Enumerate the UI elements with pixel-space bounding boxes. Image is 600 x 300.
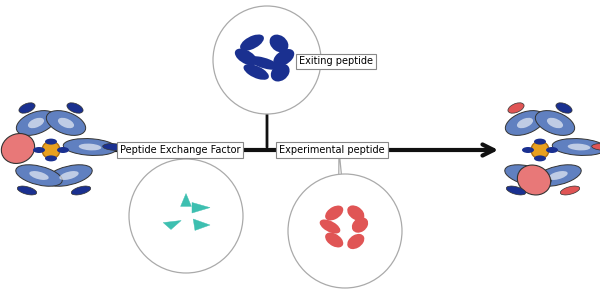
Ellipse shape xyxy=(16,165,62,186)
Ellipse shape xyxy=(235,49,257,65)
Ellipse shape xyxy=(556,103,572,113)
Ellipse shape xyxy=(518,171,538,180)
Ellipse shape xyxy=(71,186,91,195)
Ellipse shape xyxy=(548,171,568,180)
Circle shape xyxy=(534,155,546,161)
Ellipse shape xyxy=(347,234,364,249)
Ellipse shape xyxy=(288,174,402,288)
Circle shape xyxy=(534,139,546,145)
Ellipse shape xyxy=(213,6,321,114)
Polygon shape xyxy=(163,220,181,230)
Ellipse shape xyxy=(547,118,563,128)
Ellipse shape xyxy=(531,141,549,159)
Ellipse shape xyxy=(505,111,545,135)
Ellipse shape xyxy=(67,103,83,113)
Ellipse shape xyxy=(560,186,580,195)
Circle shape xyxy=(33,147,45,153)
Ellipse shape xyxy=(244,64,269,80)
Ellipse shape xyxy=(42,141,60,159)
Ellipse shape xyxy=(1,134,35,164)
Ellipse shape xyxy=(517,165,551,195)
Ellipse shape xyxy=(508,103,524,113)
Ellipse shape xyxy=(63,139,117,155)
Ellipse shape xyxy=(59,171,79,180)
Ellipse shape xyxy=(19,103,35,113)
Polygon shape xyxy=(260,11,274,84)
Ellipse shape xyxy=(592,144,600,150)
Ellipse shape xyxy=(506,186,526,195)
Text: Exiting peptide: Exiting peptide xyxy=(299,56,373,67)
Ellipse shape xyxy=(58,118,74,128)
Polygon shape xyxy=(179,150,193,268)
Polygon shape xyxy=(338,150,352,284)
Ellipse shape xyxy=(46,111,86,135)
Circle shape xyxy=(522,147,534,153)
Circle shape xyxy=(45,139,57,145)
Text: Experimental peptide: Experimental peptide xyxy=(279,145,385,155)
Circle shape xyxy=(546,147,558,153)
Ellipse shape xyxy=(129,159,243,273)
Ellipse shape xyxy=(274,49,294,66)
Ellipse shape xyxy=(240,34,264,51)
Circle shape xyxy=(57,147,69,153)
Text: Peptide Exchange Factor: Peptide Exchange Factor xyxy=(120,145,241,155)
Ellipse shape xyxy=(535,111,575,135)
Ellipse shape xyxy=(46,165,92,186)
Polygon shape xyxy=(193,219,210,230)
Ellipse shape xyxy=(325,232,343,247)
Circle shape xyxy=(45,155,57,161)
Ellipse shape xyxy=(347,206,364,220)
Ellipse shape xyxy=(517,118,533,128)
Ellipse shape xyxy=(103,144,125,150)
Ellipse shape xyxy=(552,139,600,155)
Polygon shape xyxy=(192,202,210,213)
Ellipse shape xyxy=(271,64,290,82)
Ellipse shape xyxy=(325,206,343,220)
Ellipse shape xyxy=(269,34,289,52)
Ellipse shape xyxy=(568,144,590,150)
Ellipse shape xyxy=(249,56,279,70)
Ellipse shape xyxy=(505,165,551,186)
Ellipse shape xyxy=(16,111,56,135)
Ellipse shape xyxy=(17,186,37,195)
Ellipse shape xyxy=(28,118,44,128)
Ellipse shape xyxy=(320,220,340,233)
Ellipse shape xyxy=(352,217,368,233)
Ellipse shape xyxy=(29,171,49,180)
Ellipse shape xyxy=(79,144,101,150)
Polygon shape xyxy=(181,194,191,206)
Ellipse shape xyxy=(535,165,581,186)
